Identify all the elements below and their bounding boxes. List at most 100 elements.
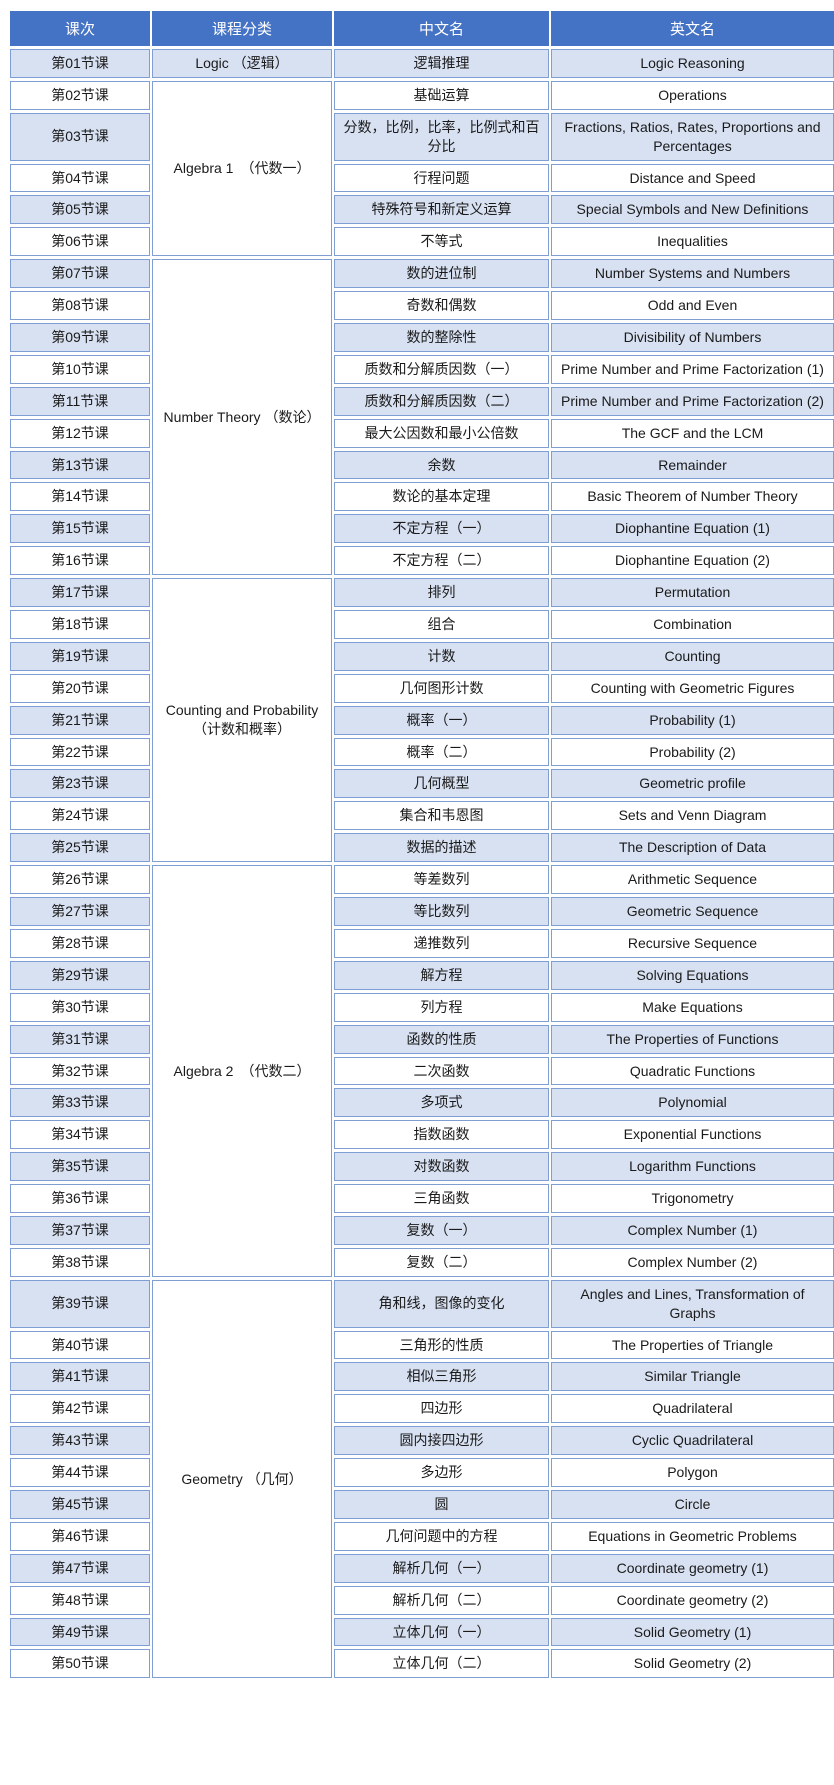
lesson-cell: 第37节课 [10, 1216, 150, 1245]
cn-cell: 多项式 [334, 1088, 549, 1117]
cn-cell: 圆 [334, 1490, 549, 1519]
en-cell: Solving Equations [551, 961, 834, 990]
table-row: 第25节课数据的描述The Description of Data [10, 833, 834, 862]
cn-cell: 等比数列 [334, 897, 549, 926]
lesson-cell: 第02节课 [10, 81, 150, 110]
lesson-cell: 第21节课 [10, 706, 150, 735]
cn-cell: 行程问题 [334, 164, 549, 193]
table-row: 第05节课特殊符号和新定义运算Special Symbols and New D… [10, 195, 834, 224]
cn-cell: 计数 [334, 642, 549, 671]
en-cell: Trigonometry [551, 1184, 834, 1213]
en-cell: Odd and Even [551, 291, 834, 320]
lesson-cell: 第24节课 [10, 801, 150, 830]
cn-cell: 质数和分解质因数（二） [334, 387, 549, 416]
table-row: 第34节课指数函数Exponential Functions [10, 1120, 834, 1149]
cn-cell: 函数的性质 [334, 1025, 549, 1054]
lesson-cell: 第13节课 [10, 451, 150, 480]
header-cn: 中文名 [334, 11, 549, 46]
en-cell: Complex Number (2) [551, 1248, 834, 1277]
table-row: 第15节课不定方程（一）Diophantine Equation (1) [10, 514, 834, 543]
lesson-cell: 第50节课 [10, 1649, 150, 1678]
lesson-cell: 第26节课 [10, 865, 150, 894]
category-cell: Algebra 1 （代数一） [152, 81, 332, 256]
en-cell: Distance and Speed [551, 164, 834, 193]
table-row: 第49节课立体几何（一）Solid Geometry (1) [10, 1618, 834, 1647]
en-cell: Solid Geometry (1) [551, 1618, 834, 1647]
en-cell: Exponential Functions [551, 1120, 834, 1149]
lesson-cell: 第01节课 [10, 49, 150, 78]
en-cell: Counting with Geometric Figures [551, 674, 834, 703]
lesson-cell: 第12节课 [10, 419, 150, 448]
en-cell: Inequalities [551, 227, 834, 256]
table-row: 第36节课三角函数Trigonometry [10, 1184, 834, 1213]
lesson-cell: 第08节课 [10, 291, 150, 320]
lesson-cell: 第19节课 [10, 642, 150, 671]
table-row: 第12节课最大公因数和最小公倍数The GCF and the LCM [10, 419, 834, 448]
table-row: 第46节课几何问题中的方程Equations in Geometric Prob… [10, 1522, 834, 1551]
lesson-cell: 第06节课 [10, 227, 150, 256]
cn-cell: 排列 [334, 578, 549, 607]
en-cell: Number Systems and Numbers [551, 259, 834, 288]
table-row: 第10节课质数和分解质因数（一）Prime Number and Prime F… [10, 355, 834, 384]
en-cell: Geometric Sequence [551, 897, 834, 926]
en-cell: The GCF and the LCM [551, 419, 834, 448]
lesson-cell: 第39节课 [10, 1280, 150, 1328]
table-row: 第07节课Number Theory （数论）数的进位制Number Syste… [10, 259, 834, 288]
en-cell: Prime Number and Prime Factorization (1) [551, 355, 834, 384]
lesson-cell: 第32节课 [10, 1057, 150, 1086]
lesson-cell: 第36节课 [10, 1184, 150, 1213]
cn-cell: 组合 [334, 610, 549, 639]
en-cell: The Properties of Triangle [551, 1331, 834, 1360]
table-row: 第20节课几何图形计数Counting with Geometric Figur… [10, 674, 834, 703]
table-row: 第44节课多边形Polygon [10, 1458, 834, 1487]
cn-cell: 特殊符号和新定义运算 [334, 195, 549, 224]
table-row: 第30节课列方程Make Equations [10, 993, 834, 1022]
category-cell: Logic （逻辑） [152, 49, 332, 78]
table-row: 第23节课 几何概型Geometric profile [10, 769, 834, 798]
header-lesson: 课次 [10, 11, 150, 46]
table-row: 第41节课相似三角形Similar Triangle [10, 1362, 834, 1391]
category-cell: Algebra 2 （代数二） [152, 865, 332, 1277]
cn-cell: 复数（一） [334, 1216, 549, 1245]
cn-cell: 集合和韦恩图 [334, 801, 549, 830]
cn-cell: 余数 [334, 451, 549, 480]
table-row: 第33节课多项式Polynomial [10, 1088, 834, 1117]
en-cell: Polynomial [551, 1088, 834, 1117]
cn-cell: 几何图形计数 [334, 674, 549, 703]
table-row: 第04节课 行程问题Distance and Speed [10, 164, 834, 193]
header-en: 英文名 [551, 11, 834, 46]
cn-cell: 概率（一） [334, 706, 549, 735]
table-row: 第45节课圆Circle [10, 1490, 834, 1519]
cn-cell: 分数，比例，比率，比例式和百分比 [334, 113, 549, 161]
table-row: 第11节课 质数和分解质因数（二）Prime Number and Prime F… [10, 387, 834, 416]
table-row: 第37节课复数（一）Complex Number (1) [10, 1216, 834, 1245]
en-cell: Cyclic Quadrilateral [551, 1426, 834, 1455]
lesson-cell: 第17节课 [10, 578, 150, 607]
en-cell: Prime Number and Prime Factorization (2) [551, 387, 834, 416]
cn-cell: 解析几何（二） [334, 1586, 549, 1615]
cn-cell: 几何概型 [334, 769, 549, 798]
en-cell: Probability (1) [551, 706, 834, 735]
lesson-cell: 第04节课 [10, 164, 150, 193]
cn-cell: 四边形 [334, 1394, 549, 1423]
table-body: 第01节课Logic （逻辑）逻辑推理Logic Reasoning第02节课A… [10, 49, 834, 1678]
en-cell: Logarithm Functions [551, 1152, 834, 1181]
cn-cell: 等差数列 [334, 865, 549, 894]
table-row: 第19节课计数Counting [10, 642, 834, 671]
lesson-cell: 第23节课 [10, 769, 150, 798]
cn-cell: 指数函数 [334, 1120, 549, 1149]
table-row: 第26节课Algebra 2 （代数二）等差数列Arithmetic Seque… [10, 865, 834, 894]
en-cell: Quadratic Functions [551, 1057, 834, 1086]
table-row: 第38节课复数（二）Complex Number (2) [10, 1248, 834, 1277]
cn-cell: 数的整除性 [334, 323, 549, 352]
lesson-cell: 第10节课 [10, 355, 150, 384]
en-cell: Basic Theorem of Number Theory [551, 482, 834, 511]
lesson-cell: 第11节课 [10, 387, 150, 416]
en-cell: Solid Geometry (2) [551, 1649, 834, 1678]
cn-cell: 几何问题中的方程 [334, 1522, 549, 1551]
table-row: 第29节课解方程Solving Equations [10, 961, 834, 990]
cn-cell: 概率（二） [334, 738, 549, 767]
en-cell: Geometric profile [551, 769, 834, 798]
lesson-cell: 第41节课 [10, 1362, 150, 1391]
cn-cell: 不定方程（一） [334, 514, 549, 543]
